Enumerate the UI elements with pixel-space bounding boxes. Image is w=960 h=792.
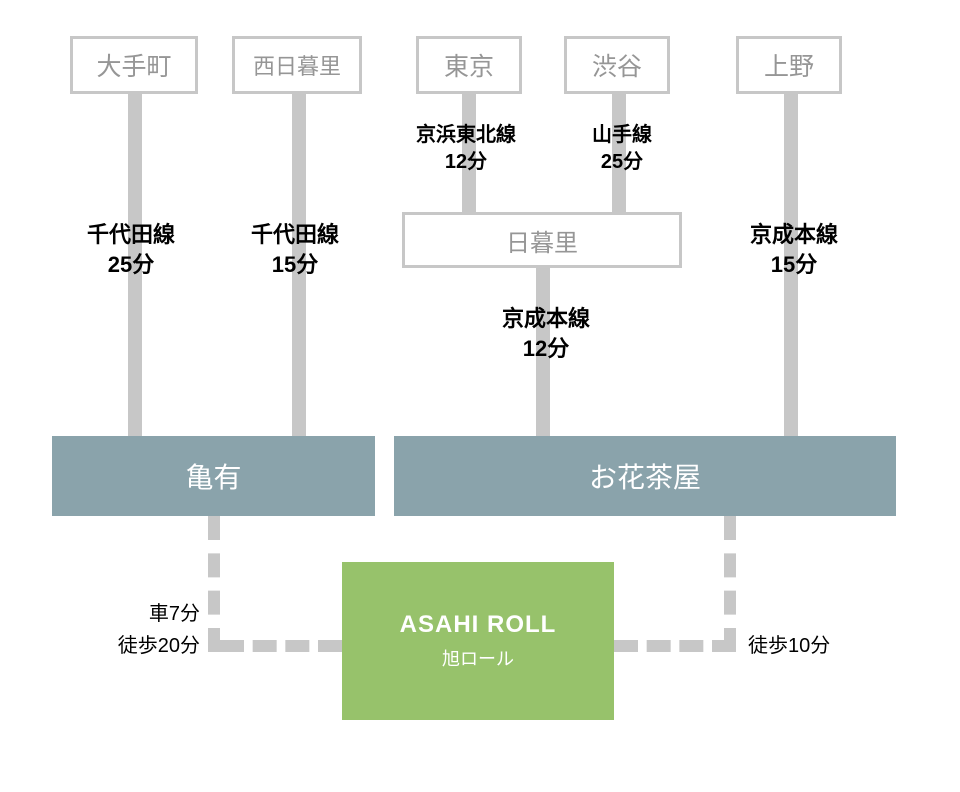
dashed-left-h — [220, 640, 342, 652]
line-time: 25分 — [601, 151, 643, 173]
hub-label: お花茶屋 — [589, 456, 701, 496]
line-time: 12分 — [445, 151, 487, 173]
station-label: 東京 — [444, 47, 494, 83]
line-name: 京成本線 — [750, 222, 838, 247]
line-name: 千代田線 — [87, 222, 175, 247]
walk-left: 車7分 徒歩20分 — [40, 598, 200, 662]
hub-kameari: 亀有 — [52, 436, 375, 516]
line-time: 25分 — [108, 252, 154, 277]
label-keisei-12: 京成本線 12分 — [486, 304, 606, 363]
station-tokyo: 東京 — [416, 36, 522, 94]
station-label: 大手町 — [96, 47, 171, 83]
hub-ohanajaya: お花茶屋 — [394, 436, 896, 516]
line-time: 12分 — [523, 336, 569, 361]
line-name: 京浜東北線 — [416, 124, 516, 146]
label-chiyoda-15: 千代田線 15分 — [220, 220, 370, 279]
destination-box: ASAHI ROLL 旭ロール — [342, 562, 614, 720]
label-chiyoda-25: 千代田線 25分 — [56, 220, 206, 279]
line-name: 千代田線 — [251, 222, 339, 247]
station-label: 渋谷 — [592, 47, 642, 83]
destination-subtitle: 旭ロール — [442, 645, 514, 671]
destination-title: ASAHI ROLL — [400, 611, 557, 639]
station-nishinippori: 西日暮里 — [232, 36, 362, 94]
dashed-left-v — [208, 516, 220, 652]
dashed-right-v — [724, 516, 736, 652]
walk-right: 徒歩10分 — [748, 630, 908, 662]
station-shibuya: 渋谷 — [564, 36, 670, 94]
hub-label: 亀有 — [185, 456, 241, 496]
line-name: 山手線 — [592, 124, 652, 146]
station-ueno: 上野 — [736, 36, 842, 94]
label-keihin-12: 京浜東北線 12分 — [406, 122, 526, 176]
label-keisei-15: 京成本線 15分 — [734, 220, 854, 279]
station-label: 西日暮里 — [253, 49, 341, 81]
line-time: 15分 — [272, 252, 318, 277]
label-yamanote-25: 山手線 25分 — [572, 122, 672, 176]
station-label: 上野 — [764, 47, 814, 83]
dashed-right-h — [614, 640, 736, 652]
station-label: 日暮里 — [506, 223, 578, 258]
line-time: 15分 — [771, 252, 817, 277]
station-nippori: 日暮里 — [402, 212, 682, 268]
line-name: 京成本線 — [502, 306, 590, 331]
station-otemachi: 大手町 — [70, 36, 198, 94]
